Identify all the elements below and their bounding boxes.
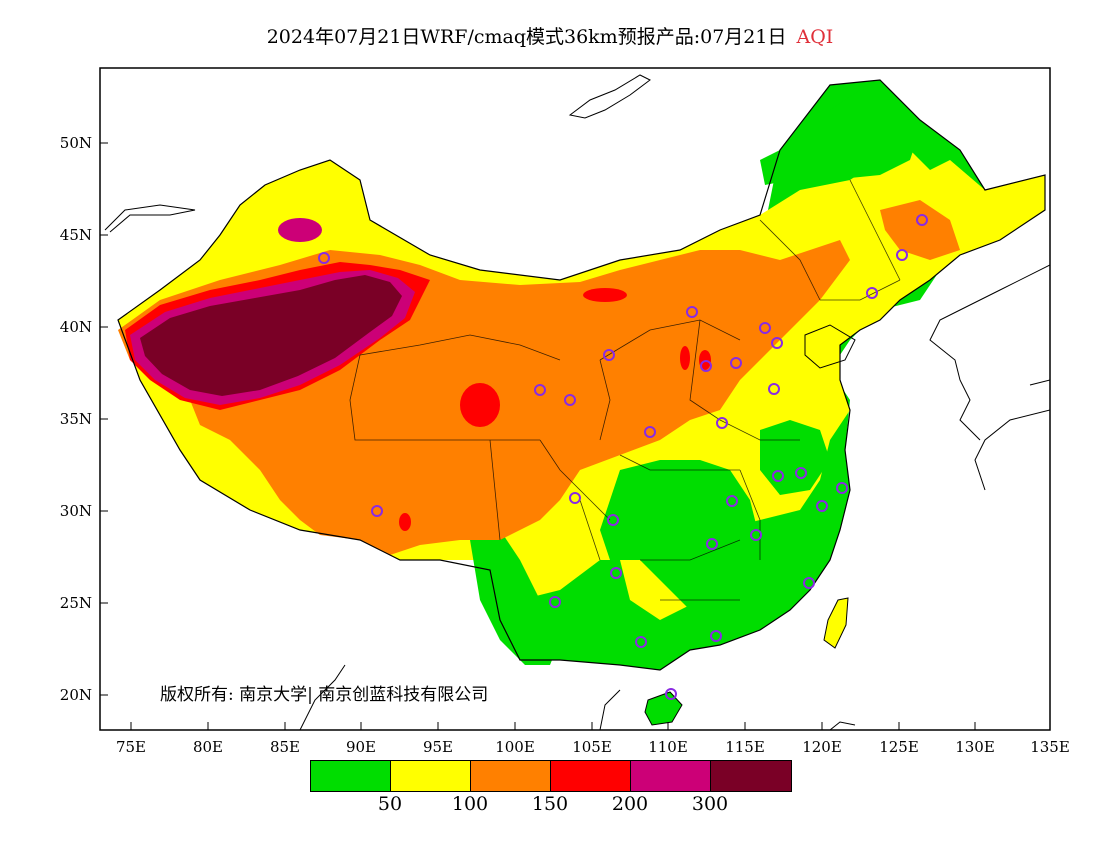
station-marker [607, 514, 619, 526]
coastline-south-asia [299, 664, 856, 730]
station-marker [730, 357, 742, 369]
lon-label: 75E [115, 738, 147, 756]
aqi-colorbar [310, 760, 792, 792]
lat-label: 30N [59, 502, 92, 520]
colorbar-swatch [311, 761, 391, 791]
station-marker [569, 492, 581, 504]
station-marker [549, 596, 561, 608]
coastline-central-asia [104, 204, 196, 233]
aqi-region-hazardous [140, 275, 402, 396]
station-marker [750, 529, 762, 541]
colorbar-tick-label: 150 [531, 793, 569, 815]
hainan-island [644, 691, 683, 726]
colorbar-swatch [711, 761, 791, 791]
station-marker [700, 360, 712, 372]
taiwan-island [823, 597, 849, 649]
aqi-region-good-north [760, 90, 920, 185]
station-marker [644, 426, 656, 438]
lon-label: 95E [422, 738, 454, 756]
lat-label: 35N [59, 410, 92, 428]
lon-label: 80E [192, 738, 224, 756]
aqi-hotspot-north-xinjiang [278, 218, 322, 242]
title-variable: AQI [796, 26, 834, 48]
station-markers [318, 214, 928, 700]
station-marker [716, 417, 728, 429]
station-marker [318, 252, 330, 264]
aqi-region-orange-ne [880, 200, 960, 260]
station-marker [534, 384, 546, 396]
lat-label: 50N [59, 134, 92, 152]
lat-label: 25N [59, 594, 92, 612]
lon-label: 125E [879, 738, 919, 756]
colorbar-swatch [471, 761, 551, 791]
china-boundary [117, 79, 1046, 671]
station-marker [710, 630, 722, 642]
coastline-bohai [804, 324, 856, 369]
station-marker [759, 322, 771, 334]
station-marker [795, 467, 807, 479]
lat-label: 45N [59, 226, 92, 244]
station-marker [836, 482, 848, 494]
lon-label: 130E [955, 738, 995, 756]
station-marker [816, 500, 828, 512]
aqi-region-good-west [470, 530, 560, 665]
coastline-lake-baikal [568, 74, 651, 119]
lat-label: 20N [59, 686, 92, 704]
colorbar-swatch [391, 761, 471, 791]
colorbar-swatch [551, 761, 631, 791]
map-plot-area [104, 74, 1050, 730]
lon-label: 105E [572, 738, 612, 756]
station-marker [610, 567, 622, 579]
lon-label: 120E [802, 738, 842, 756]
colorbar-tick-label: 50 [377, 793, 403, 815]
aqi-hotspot-qinghai [460, 383, 500, 427]
station-marker [371, 505, 383, 517]
aqi-hotspot-tibet [399, 513, 411, 531]
province-borders [349, 179, 901, 601]
copyright-text: 版权所有: 南京大学| 南京创蓝科技有限公司 [160, 685, 489, 705]
colorbar-tick-label: 100 [451, 793, 489, 815]
station-marker [686, 306, 698, 318]
aqi-hotspot-inner-mongolia [583, 288, 627, 302]
lon-label: 135E [1030, 738, 1070, 756]
station-marker [866, 287, 878, 299]
station-marker [916, 214, 928, 226]
axis-ticks [100, 142, 1051, 730]
station-marker [706, 538, 718, 550]
aqi-hotspot-shaanxi [680, 346, 690, 370]
map-frame-border [99, 67, 1051, 731]
lon-label: 115E [725, 738, 765, 756]
station-marker [603, 349, 615, 361]
lon-label: 110E [648, 738, 688, 756]
station-marker [772, 470, 784, 482]
station-marker [771, 337, 783, 349]
lat-label: 40N [59, 318, 92, 336]
station-marker [564, 394, 576, 406]
colorbar-tick-label: 200 [611, 793, 649, 815]
coastline-korea-japan [929, 264, 1050, 491]
station-marker [665, 688, 677, 700]
colorbar-swatch [631, 761, 711, 791]
lon-label: 90E [345, 738, 377, 756]
station-marker [726, 495, 738, 507]
station-marker [803, 577, 815, 589]
lon-label: 85E [269, 738, 301, 756]
lon-label: 100E [495, 738, 535, 756]
colorbar-tick-label: 300 [691, 793, 729, 815]
map-title: 2024年07月21日WRF/cmaq模式36km预报产品:07月21日 AQI [0, 22, 1100, 49]
station-marker [768, 383, 780, 395]
title-text: 2024年07月21日WRF/cmaq模式36km预报产品:07月21日 [266, 26, 787, 48]
aqi-region-good-east [760, 420, 830, 495]
station-marker [635, 636, 647, 648]
station-marker [896, 249, 908, 261]
